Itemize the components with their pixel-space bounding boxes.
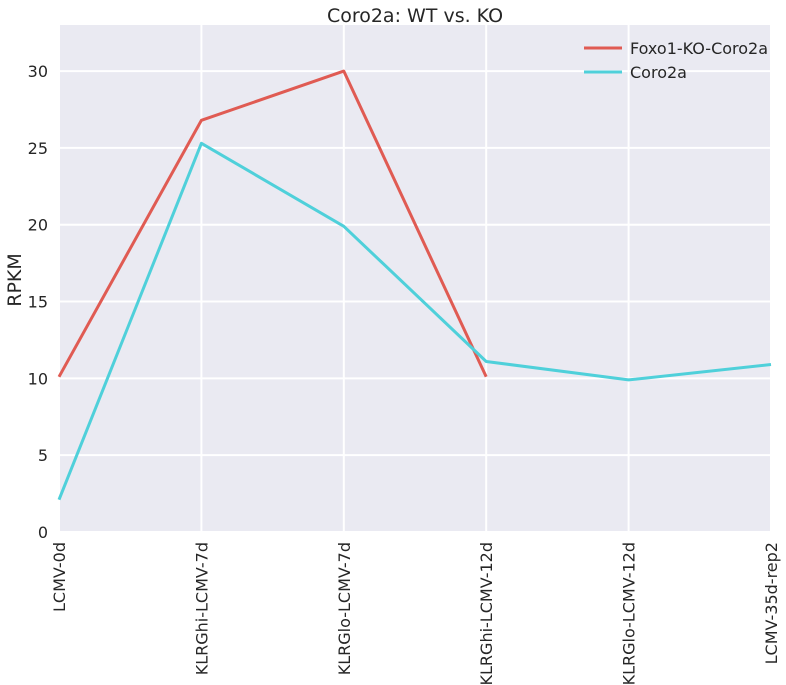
series-line-1 [57,141,772,501]
legend-label: Foxo1-KO-Coro2a [630,39,768,58]
x-tick-label: KLRGlo-LCMV-12d [620,542,639,685]
series-lines [57,69,772,501]
y-axis-label: RPKM [4,253,26,307]
legend: Foxo1-KO-Coro2a Coro2a [584,39,768,82]
grid-lines [58,25,772,533]
y-tick-labels: 0 5 10 15 20 25 30 [28,62,48,542]
plot-area [59,25,771,532]
x-tick-label: LCMV-35d-rep2 [762,542,781,664]
x-tick-labels: LCMV-0d KLRGhi-LCMV-7d KLRGlo-LCMV-7d KLRGh… [50,542,781,685]
y-tick-label: 20 [28,216,48,235]
y-tick-label: 25 [28,139,48,158]
y-tick-label: 0 [38,523,48,542]
x-tick-label: LCMV-0d [50,542,69,612]
x-tick-label: KLRGhi-LCMV-12d [477,542,496,685]
y-tick-label: 30 [28,62,48,81]
x-tick-label: KLRGhi-LCMV-7d [192,542,211,675]
legend-label: Coro2a [630,63,687,82]
y-tick-label: 10 [28,369,48,388]
y-tick-label: 5 [38,446,48,465]
series-line-0 [57,69,488,378]
y-tick-label: 15 [28,293,48,312]
chart-title: Coro2a: WT vs. KO [327,5,503,27]
x-tick-label: KLRGlo-LCMV-7d [335,542,354,675]
